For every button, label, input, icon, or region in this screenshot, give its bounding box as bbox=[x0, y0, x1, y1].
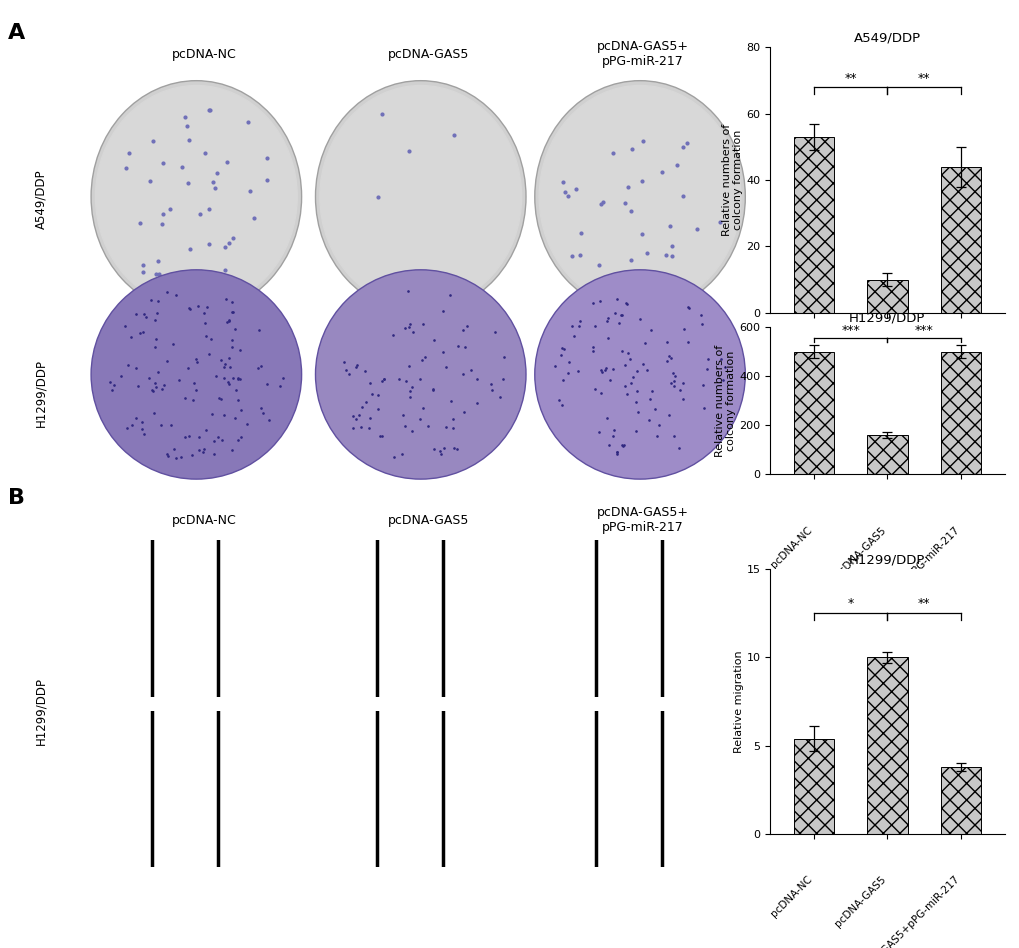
Text: pcDNA-NC: pcDNA-NC bbox=[171, 514, 236, 527]
Text: pcDNA-NC: pcDNA-NC bbox=[171, 47, 236, 61]
Text: **: ** bbox=[917, 597, 929, 611]
Text: pcDNA-GAS5: pcDNA-GAS5 bbox=[832, 525, 887, 580]
Bar bbox=[940, 167, 980, 313]
Circle shape bbox=[539, 85, 740, 308]
Text: ***: *** bbox=[841, 323, 859, 337]
Text: ***: *** bbox=[914, 323, 932, 337]
Text: pcDNA-NC: pcDNA-NC bbox=[768, 874, 813, 920]
Circle shape bbox=[320, 85, 521, 308]
Text: H1299/DDP: H1299/DDP bbox=[35, 677, 47, 745]
Y-axis label: Relative numbers of
colcony formation: Relative numbers of colcony formation bbox=[714, 344, 736, 457]
Bar bbox=[940, 352, 980, 474]
Circle shape bbox=[91, 81, 302, 313]
Bar bbox=[940, 767, 980, 834]
Text: pcDNA-GAS5+pPG-miR-217: pcDNA-GAS5+pPG-miR-217 bbox=[851, 874, 960, 948]
Text: pcDNA-GAS5+
pPG-miR-217: pcDNA-GAS5+ pPG-miR-217 bbox=[596, 506, 688, 535]
Bar bbox=[866, 435, 907, 474]
Text: A549/DDP: A549/DDP bbox=[35, 170, 47, 228]
Text: **: ** bbox=[844, 71, 856, 84]
Y-axis label: Relative numbers of
colcony formation: Relative numbers of colcony formation bbox=[721, 124, 743, 236]
Circle shape bbox=[534, 81, 745, 313]
Text: pcDNA-GAS5: pcDNA-GAS5 bbox=[387, 47, 469, 61]
Circle shape bbox=[91, 270, 302, 479]
Text: H1299/DDP: H1299/DDP bbox=[35, 359, 47, 428]
Text: *: * bbox=[847, 597, 853, 611]
Bar bbox=[793, 137, 834, 313]
Circle shape bbox=[315, 81, 526, 313]
Y-axis label: Relative migration: Relative migration bbox=[733, 650, 743, 753]
Circle shape bbox=[320, 274, 521, 475]
Text: pcDNA-NC: pcDNA-NC bbox=[768, 525, 813, 571]
Bar bbox=[793, 352, 834, 474]
Bar bbox=[866, 280, 907, 313]
Text: pcDNA-GAS5: pcDNA-GAS5 bbox=[832, 874, 887, 929]
Title: H1299/DDP: H1299/DDP bbox=[849, 312, 924, 324]
Bar bbox=[793, 738, 834, 834]
Circle shape bbox=[96, 274, 297, 475]
Text: A: A bbox=[8, 23, 25, 44]
Text: pcDNA-GAS5: pcDNA-GAS5 bbox=[387, 514, 469, 527]
Title: A549/DDP: A549/DDP bbox=[853, 32, 920, 45]
Text: pcDNA-GAS5+
pPG-miR-217: pcDNA-GAS5+ pPG-miR-217 bbox=[596, 40, 688, 68]
Bar bbox=[866, 657, 907, 834]
Circle shape bbox=[96, 85, 297, 308]
Circle shape bbox=[539, 274, 740, 475]
Text: **: ** bbox=[917, 71, 929, 84]
Circle shape bbox=[534, 270, 745, 479]
Circle shape bbox=[315, 270, 526, 479]
Text: B: B bbox=[8, 487, 25, 508]
Text: pcDNA-GAS5+pPG-miR-217: pcDNA-GAS5+pPG-miR-217 bbox=[851, 525, 960, 634]
Title: H1299/DDP: H1299/DDP bbox=[849, 554, 924, 566]
